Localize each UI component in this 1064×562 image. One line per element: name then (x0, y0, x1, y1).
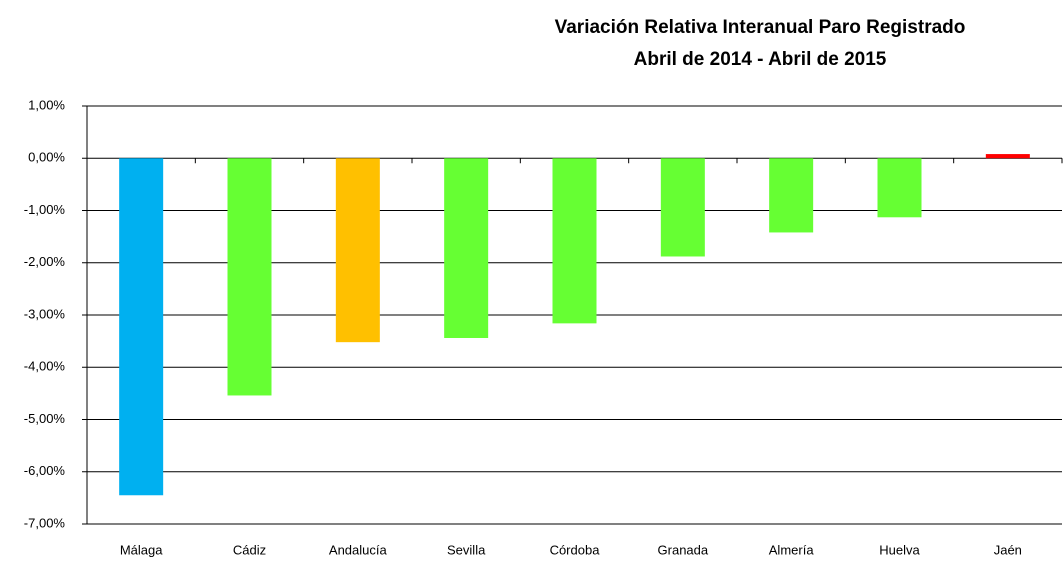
y-tick-label: -3,00% (24, 306, 66, 321)
x-tick-label: Málaga (120, 542, 163, 557)
chart-subtitle: Abril de 2014 - Abril de 2015 (634, 49, 887, 70)
x-tick-label: Almería (769, 542, 815, 557)
y-tick-label: -6,00% (24, 463, 66, 478)
x-tick-label: Sevilla (447, 542, 486, 557)
x-tick-label: Córdoba (550, 542, 601, 557)
y-tick-label: -7,00% (24, 515, 66, 530)
bar (660, 158, 705, 257)
y-tick-label: 1,00% (28, 97, 65, 112)
bar (335, 158, 380, 343)
y-tick-label: -4,00% (24, 359, 66, 374)
y-tick-label: -5,00% (24, 411, 66, 426)
bar (227, 158, 272, 396)
x-tick-label: Jaén (994, 542, 1022, 557)
y-tick-label: -1,00% (24, 202, 66, 217)
chart-title: Variación Relativa Interanual Paro Regis… (555, 17, 966, 38)
bar (877, 158, 922, 218)
bar (552, 158, 597, 324)
x-tick-label: Huelva (879, 542, 920, 557)
y-tick-label: -2,00% (24, 254, 66, 269)
y-tick-label: 0,00% (28, 150, 65, 165)
x-tick-label: Andalucía (329, 542, 388, 557)
bar (119, 158, 164, 496)
bar (985, 154, 1030, 159)
x-tick-label: Granada (658, 542, 709, 557)
bar (444, 158, 489, 338)
x-tick-label: Cádiz (233, 542, 266, 557)
bar (769, 158, 814, 233)
